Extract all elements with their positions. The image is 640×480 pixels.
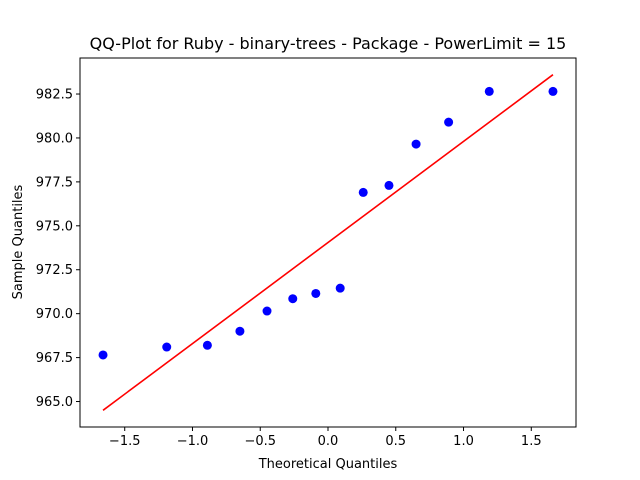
fit-line xyxy=(102,74,554,411)
data-point xyxy=(444,117,454,127)
x-tick-label: 0.5 xyxy=(385,434,406,449)
x-tick-label: 0.0 xyxy=(318,434,339,449)
data-point xyxy=(235,326,245,336)
data-point xyxy=(548,86,558,96)
x-tick-label: −0.5 xyxy=(244,434,276,449)
data-point xyxy=(288,294,298,304)
x-tick-label: 1.5 xyxy=(521,434,542,449)
y-tick-label: 980.0 xyxy=(36,131,73,146)
data-point xyxy=(411,139,421,149)
data-point xyxy=(311,288,321,298)
chart-title: QQ-Plot for Ruby - binary-trees - Packag… xyxy=(90,34,567,53)
y-tick-label: 982.5 xyxy=(36,88,73,103)
data-point xyxy=(202,340,212,350)
x-tick-label: −1.5 xyxy=(109,434,141,449)
y-tick-label: 972.5 xyxy=(36,263,73,278)
data-point xyxy=(384,180,394,190)
data-point xyxy=(162,342,172,352)
fit-line-layer xyxy=(102,74,554,411)
x-axis: −1.5 −1.0 −0.5 0.0 0.5 1.0 1.5 xyxy=(109,427,542,449)
data-point xyxy=(484,86,494,96)
y-tick-label: 975.0 xyxy=(36,219,73,234)
y-axis: 965.0 967.5 970.0 972.5 975.0 977.5 980.0 982.5 xyxy=(36,88,80,410)
y-tick-label: 977.5 xyxy=(36,175,73,190)
x-tick-label: −1.0 xyxy=(177,434,209,449)
y-tick-label: 970.0 xyxy=(36,307,73,322)
data-point xyxy=(358,187,368,197)
x-axis-label: Theoretical Quantiles xyxy=(258,457,398,472)
data-point xyxy=(335,283,345,293)
y-tick-label: 965.0 xyxy=(36,395,73,410)
y-tick-label: 967.5 xyxy=(36,351,73,366)
y-axis-label: Sample Quantiles xyxy=(11,184,26,299)
data-point xyxy=(262,306,272,316)
data-point xyxy=(98,350,108,360)
x-tick-label: 1.0 xyxy=(453,434,474,449)
points-layer xyxy=(98,86,558,360)
